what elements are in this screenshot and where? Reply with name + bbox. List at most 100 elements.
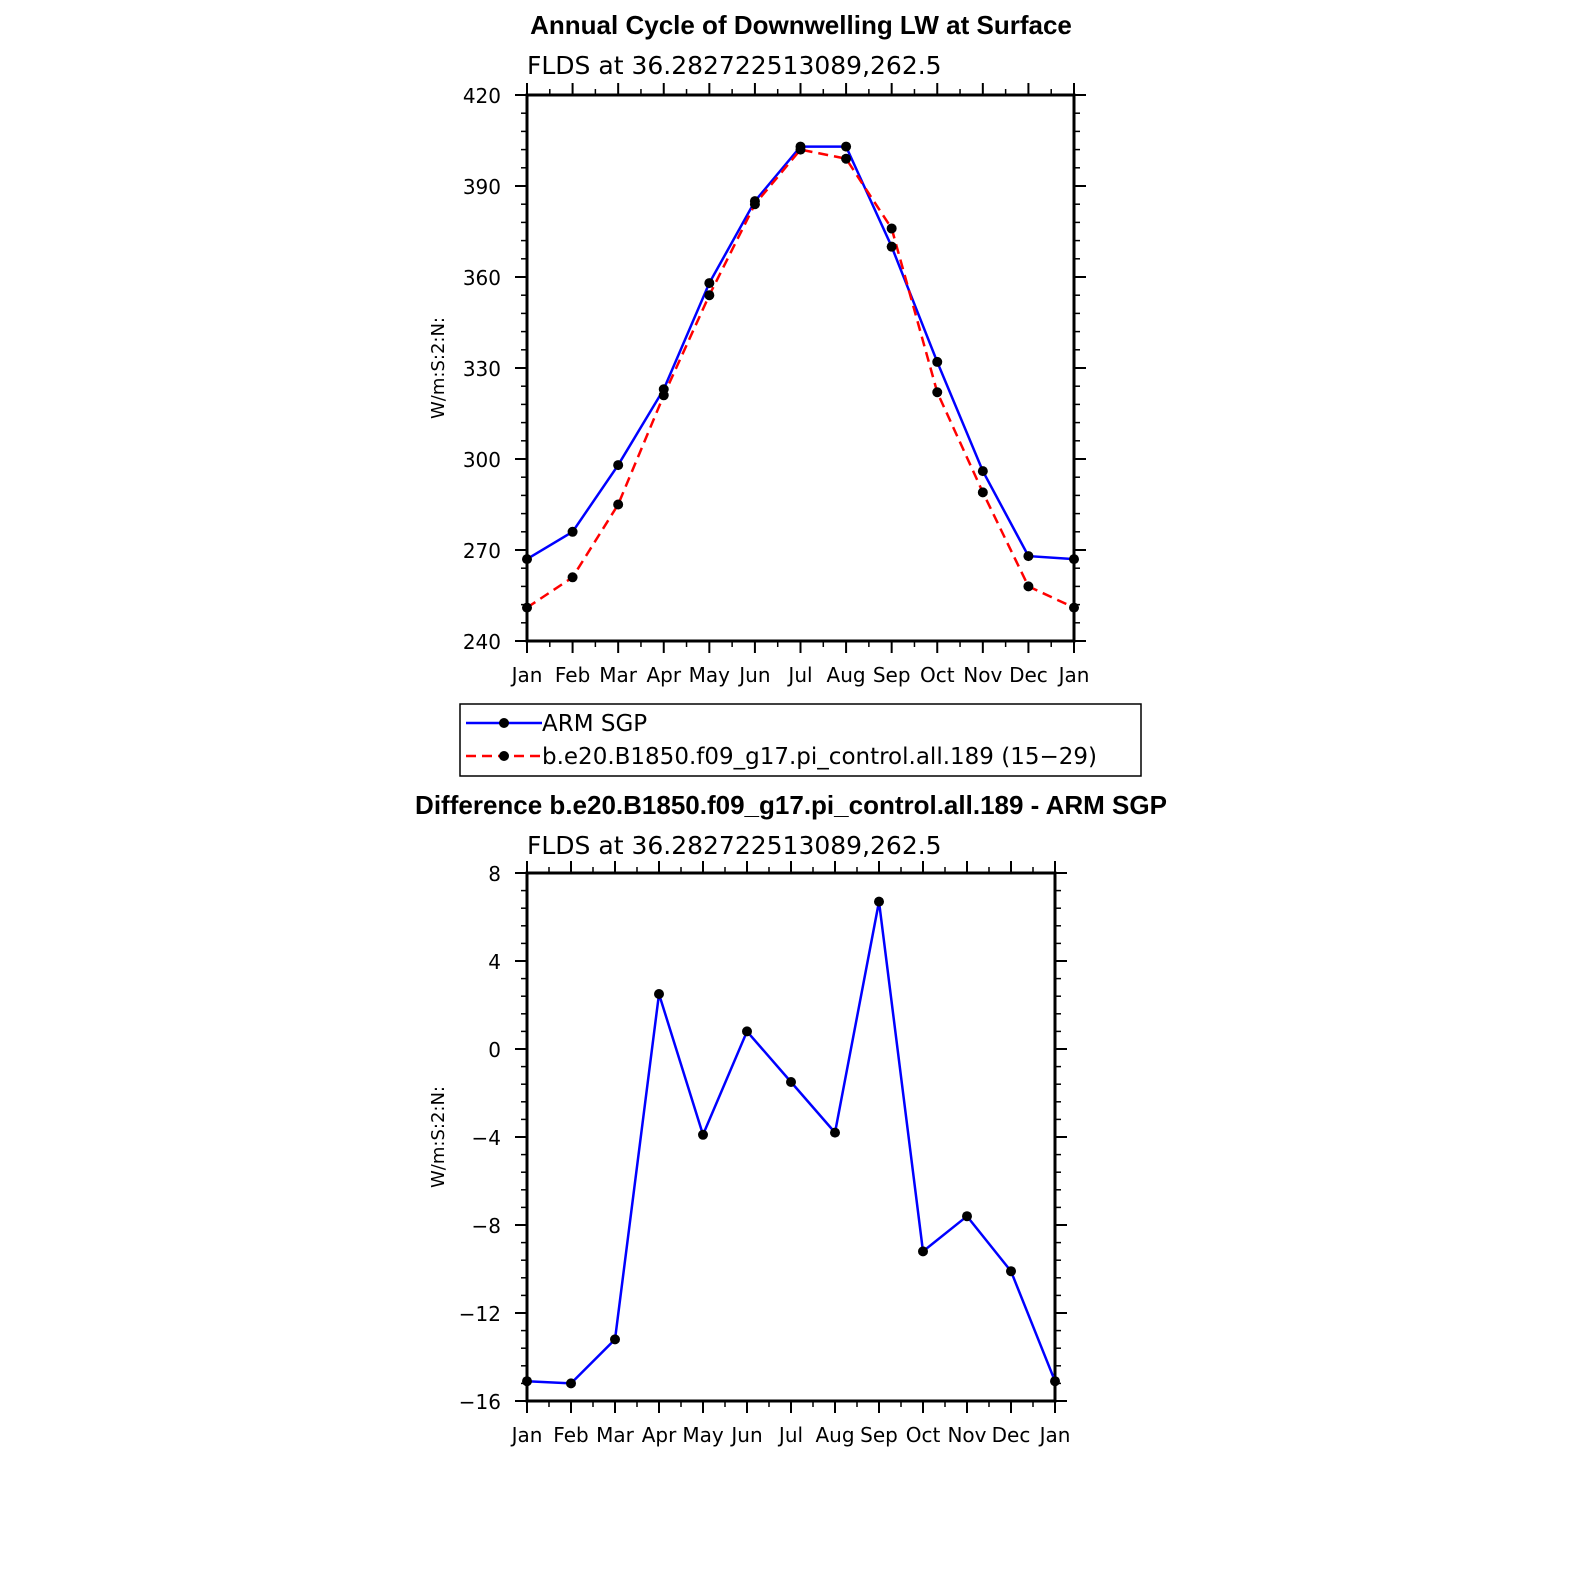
- legend: ARM SGP b.e20.B1850.f09_g17.pi_control.a…: [459, 703, 1142, 777]
- chart2-plot-frame: [525, 871, 1057, 1403]
- chart1-series-0-point: [977, 466, 988, 477]
- chart1-series-1-point: [1023, 581, 1034, 592]
- chart1-series-0-point: [841, 141, 852, 152]
- chart2-series-0-line: [526, 901, 1057, 1385]
- chart1-ytick-label: 360: [463, 266, 501, 290]
- chart2-series-0-point: [522, 1376, 532, 1387]
- chart1-series-group: [522, 141, 1079, 613]
- chart1-xtick-label: Jan: [510, 663, 543, 687]
- chart2-xtick-label: Mar: [596, 1423, 635, 1447]
- chart1-series-1-point: [749, 199, 760, 210]
- chart2-series-0-point: [654, 989, 664, 999]
- chart1-series-0-point: [704, 278, 715, 289]
- chart1-xtick-label: Apr: [646, 663, 681, 687]
- legend-label-model: b.e20.B1850.f09_g17.pi_control.all.189 (…: [542, 744, 1097, 770]
- chart1-title: Annual Cycle of Downwelling LW at Surfac…: [530, 10, 1072, 40]
- chart2-ytick-label: 4: [488, 950, 501, 974]
- chart1-xtick-label: Jan: [1057, 663, 1090, 687]
- chart1-ylabel: W/m:S:2:N:: [428, 317, 449, 419]
- chart1-plot-frame: [525, 93, 1076, 643]
- chart2-series-0-point: [830, 1127, 840, 1138]
- chart1-ytick-label: 390: [463, 175, 501, 199]
- chart1-ytick-label: 330: [463, 357, 501, 381]
- legend-marker-model: [499, 751, 509, 761]
- chart1-series-0-point: [522, 554, 532, 565]
- chart1-series-0-point: [1069, 554, 1079, 565]
- chart2-series-0-point: [962, 1211, 972, 1222]
- chart1-series-0-point: [613, 460, 624, 471]
- chart2-ytick-label: −4: [472, 1126, 501, 1150]
- chart2-series-0-point: [742, 1026, 752, 1037]
- chart2-ytick-label: −16: [459, 1390, 501, 1414]
- legend-marker-arm-sgp: [499, 718, 509, 728]
- chart2-xtick-label: Jan: [510, 1423, 543, 1447]
- chart2-ytick-label: 8: [488, 862, 501, 886]
- chart1-xtick-label: Oct: [920, 663, 955, 687]
- chart1-ytick-label: 420: [463, 84, 501, 108]
- chart1-series-1-point: [613, 499, 624, 510]
- chart1-series-1-point: [886, 223, 897, 234]
- chart1-ytick-label: 300: [463, 448, 501, 472]
- chart2-ytick-label: −12: [459, 1302, 501, 1326]
- chart1-xtick-label: Aug: [827, 663, 866, 687]
- chart1-series-1-point: [841, 153, 852, 164]
- chart2-ytick-label: 0: [488, 1038, 501, 1062]
- chart1-xtick-label: Jun: [737, 663, 770, 687]
- chart2-xtick-label: May: [682, 1423, 724, 1447]
- chart1-series-0-point: [886, 241, 897, 252]
- chart1-series-0-point: [1023, 551, 1034, 562]
- chart1-xtick-label: Sep: [873, 663, 911, 687]
- chart1-subtitle: FLDS at 36.282722513089,262.5: [527, 51, 942, 80]
- chart1-series-1-point: [932, 387, 943, 398]
- legend-entry-arm-sgp: ARM SGP: [466, 711, 647, 737]
- chart2-xtick-label: Nov: [947, 1423, 986, 1447]
- chart2-title: Difference b.e20.B1850.f09_g17.pi_contro…: [415, 790, 1167, 820]
- chart2-xtick-label: Apr: [642, 1423, 677, 1447]
- chart2-xtick-label: Feb: [553, 1423, 588, 1447]
- chart2-series-0-point: [1006, 1266, 1016, 1277]
- chart2-series-0-point: [610, 1334, 620, 1345]
- chart2-ytick-label: −8: [472, 1214, 501, 1238]
- annual-cycle-chart: Annual Cycle of Downwelling LW at Surfac…: [428, 10, 1142, 777]
- chart1-axes: Jan Feb Mar Apr May Jun Jul Aug Sep Oct Nov Dec Jan 2…: [463, 83, 1090, 687]
- chart1-ytick-label: 240: [463, 630, 501, 654]
- chart1-series-1-point: [1069, 602, 1079, 613]
- chart1-xtick-label: Nov: [963, 663, 1002, 687]
- chart2-series-group: [522, 896, 1060, 1389]
- chart2-axes: Jan Feb Mar Apr May Jun Jul Aug Sep Oct Nov Dec Jan−…: [459, 861, 1071, 1447]
- chart1-series-1-line: [526, 148, 1075, 609]
- legend-box: [459, 703, 1142, 777]
- chart2-xtick-label: Sep: [860, 1423, 898, 1447]
- chart2-series-0-point: [786, 1077, 796, 1087]
- chart1-series-1-point: [567, 572, 578, 583]
- chart2-series-0-point: [566, 1378, 576, 1389]
- chart1-xtick-label: Mar: [599, 663, 638, 687]
- chart1-xtick-label: May: [689, 663, 731, 687]
- chart1-ytick-label: 270: [463, 539, 501, 563]
- legend-label-arm-sgp: ARM SGP: [542, 711, 647, 737]
- chart2-xtick-label: Dec: [992, 1423, 1031, 1447]
- chart1-xtick-label: Jul: [786, 663, 812, 687]
- chart2-series-0-point: [918, 1246, 928, 1257]
- legend-entry-model: b.e20.B1850.f09_g17.pi_control.all.189 (…: [466, 744, 1097, 770]
- chart2-subtitle: FLDS at 36.282722513089,262.5: [527, 831, 942, 860]
- chart2-xtick-label: Jan: [1038, 1423, 1071, 1447]
- chart1-series-0-point: [932, 356, 943, 367]
- chart1-series-1-point: [522, 602, 532, 613]
- chart1-series-1-point: [704, 290, 715, 301]
- chart1-xtick-label: Feb: [555, 663, 590, 687]
- chart1-series-1-point: [658, 390, 669, 401]
- chart2-ylabel: W/m:S:2:N:: [428, 1086, 449, 1188]
- chart1-series-0-point: [567, 526, 578, 537]
- chart1-series-0-line: [526, 145, 1075, 561]
- chart2-xtick-label: Jun: [729, 1423, 762, 1447]
- chart1-series-1-point: [795, 144, 806, 155]
- chart2-xtick-label: Oct: [906, 1423, 941, 1447]
- chart2-series-0-point: [698, 1129, 708, 1140]
- chart2-xtick-label: Jul: [777, 1423, 803, 1447]
- difference-chart: Difference b.e20.B1850.f09_g17.pi_contro…: [415, 790, 1167, 1447]
- chart1-series-1-point: [977, 487, 988, 498]
- chart2-xtick-label: Aug: [815, 1423, 854, 1447]
- chart1-xtick-label: Dec: [1009, 663, 1048, 687]
